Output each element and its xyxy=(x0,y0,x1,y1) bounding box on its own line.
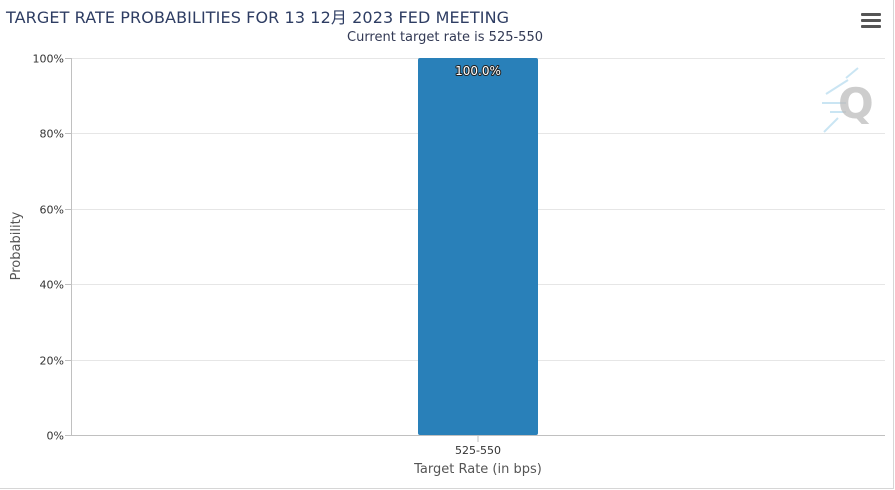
y-axis-ticks: 0% 20% 40% 60% 80% 100% xyxy=(33,53,71,443)
y-tick-label: 60% xyxy=(40,204,64,217)
hamburger-menu-icon[interactable] xyxy=(861,13,881,31)
bars: 100.0% xyxy=(418,58,538,435)
x-tick-label: 525-550 xyxy=(455,444,501,457)
menu-line xyxy=(861,25,881,28)
y-tick-label: 20% xyxy=(40,355,64,368)
y-tick-label: 40% xyxy=(40,279,64,292)
bar-data-label: 100.0% xyxy=(455,64,501,78)
y-axis-title: Probability xyxy=(9,211,24,280)
x-axis: 525-550 xyxy=(71,58,885,457)
y-tick-label: 80% xyxy=(40,128,64,141)
chart-title: TARGET RATE PROBABILITIES FOR 13 12月 202… xyxy=(6,8,510,27)
q-logo-icon: Q xyxy=(822,67,874,133)
bar[interactable] xyxy=(418,58,538,435)
menu-line xyxy=(861,13,881,16)
x-axis-title: Target Rate (in bps) xyxy=(413,462,542,477)
y-tick-label: 100% xyxy=(33,53,64,66)
chart-subtitle: Current target rate is 525-550 xyxy=(347,30,543,45)
y-tick-label: 0% xyxy=(47,430,64,443)
svg-text:Q: Q xyxy=(838,79,874,128)
menu-line xyxy=(861,19,881,22)
